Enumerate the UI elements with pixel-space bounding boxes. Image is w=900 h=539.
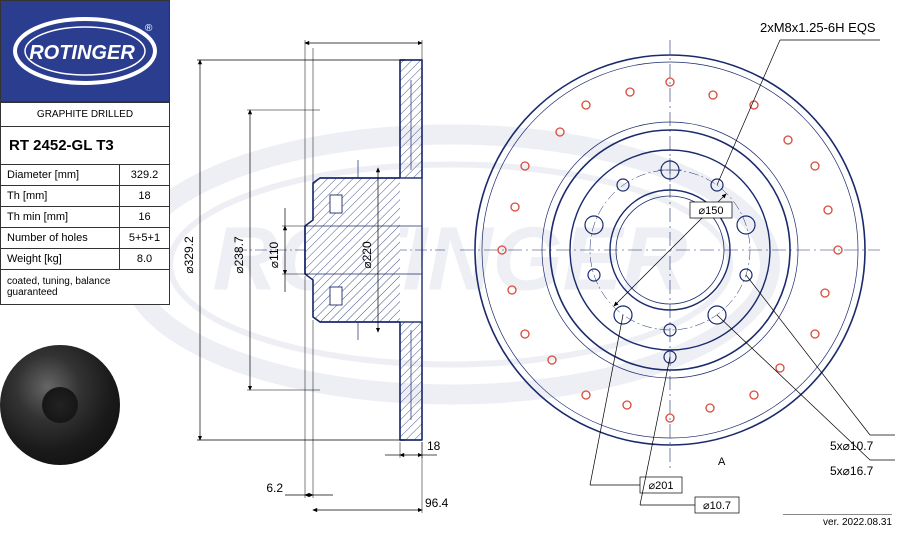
left-panel: ROTINGER ® GRAPHITE DRILLED RT 2452-GL T… (0, 0, 170, 305)
spec-value: 16 (120, 207, 170, 228)
dim-thickness: 18 (427, 439, 441, 453)
version-label: ver. 2022.08.31 (783, 514, 892, 528)
spec-value: 329.2 (120, 165, 170, 186)
dim-hat-depth: 96.4 (425, 496, 449, 510)
spec-table: GRAPHITE DRILLED RT 2452-GL T3 Diameter … (0, 102, 170, 305)
detail-marker: A (718, 456, 726, 468)
spec-label: Th min [mm] (1, 207, 120, 228)
spec-label: Weight [kg] (1, 249, 120, 270)
callout-bolt-circle: ⌀201 (649, 480, 674, 492)
technical-drawing: ⌀329.2 ⌀238.7 ⌀110 ⌀220 (175, 0, 900, 534)
svg-text:®: ® (145, 23, 153, 34)
brand-text: ROTINGER (29, 42, 135, 64)
side-view: ⌀329.2 ⌀238.7 ⌀110 ⌀220 (182, 40, 449, 513)
spec-value: 5+5+1 (120, 228, 170, 249)
callout-holes-b: 5x⌀16.7 (830, 464, 874, 478)
callout-pcd: ⌀150 (699, 205, 724, 217)
subtitle: GRAPHITE DRILLED (1, 103, 170, 127)
spec-value: 8.0 (120, 249, 170, 270)
callout-pilot: ⌀10.7 (703, 500, 731, 512)
callout-thread: 2xM8x1.25-6H EQS (760, 20, 876, 35)
dim-outer-diameter: ⌀329.2 (182, 236, 196, 274)
dim-bore: ⌀110 (267, 241, 281, 268)
spec-label: Th [mm] (1, 186, 120, 207)
dim-inner-ring: ⌀220 (360, 241, 374, 269)
footer-note: coated, tuning, balance guaranteed (1, 270, 170, 305)
spec-value: 18 (120, 186, 170, 207)
front-view: 2xM8x1.25-6H EQS ⌀150 ⌀201 ⌀10.7 5x⌀10. (460, 20, 895, 513)
spec-label: Number of holes (1, 228, 120, 249)
dim-hub-diameter: ⌀238.7 (232, 236, 246, 274)
part-number: RT 2452-GL T3 (1, 127, 170, 165)
callout-holes-a: 5x⌀10.7 (830, 439, 874, 453)
brand-logo: ROTINGER ® (0, 0, 170, 102)
spec-label: Diameter [mm] (1, 165, 120, 186)
product-photo (0, 345, 120, 465)
dim-offset: 6.2 (266, 481, 283, 495)
